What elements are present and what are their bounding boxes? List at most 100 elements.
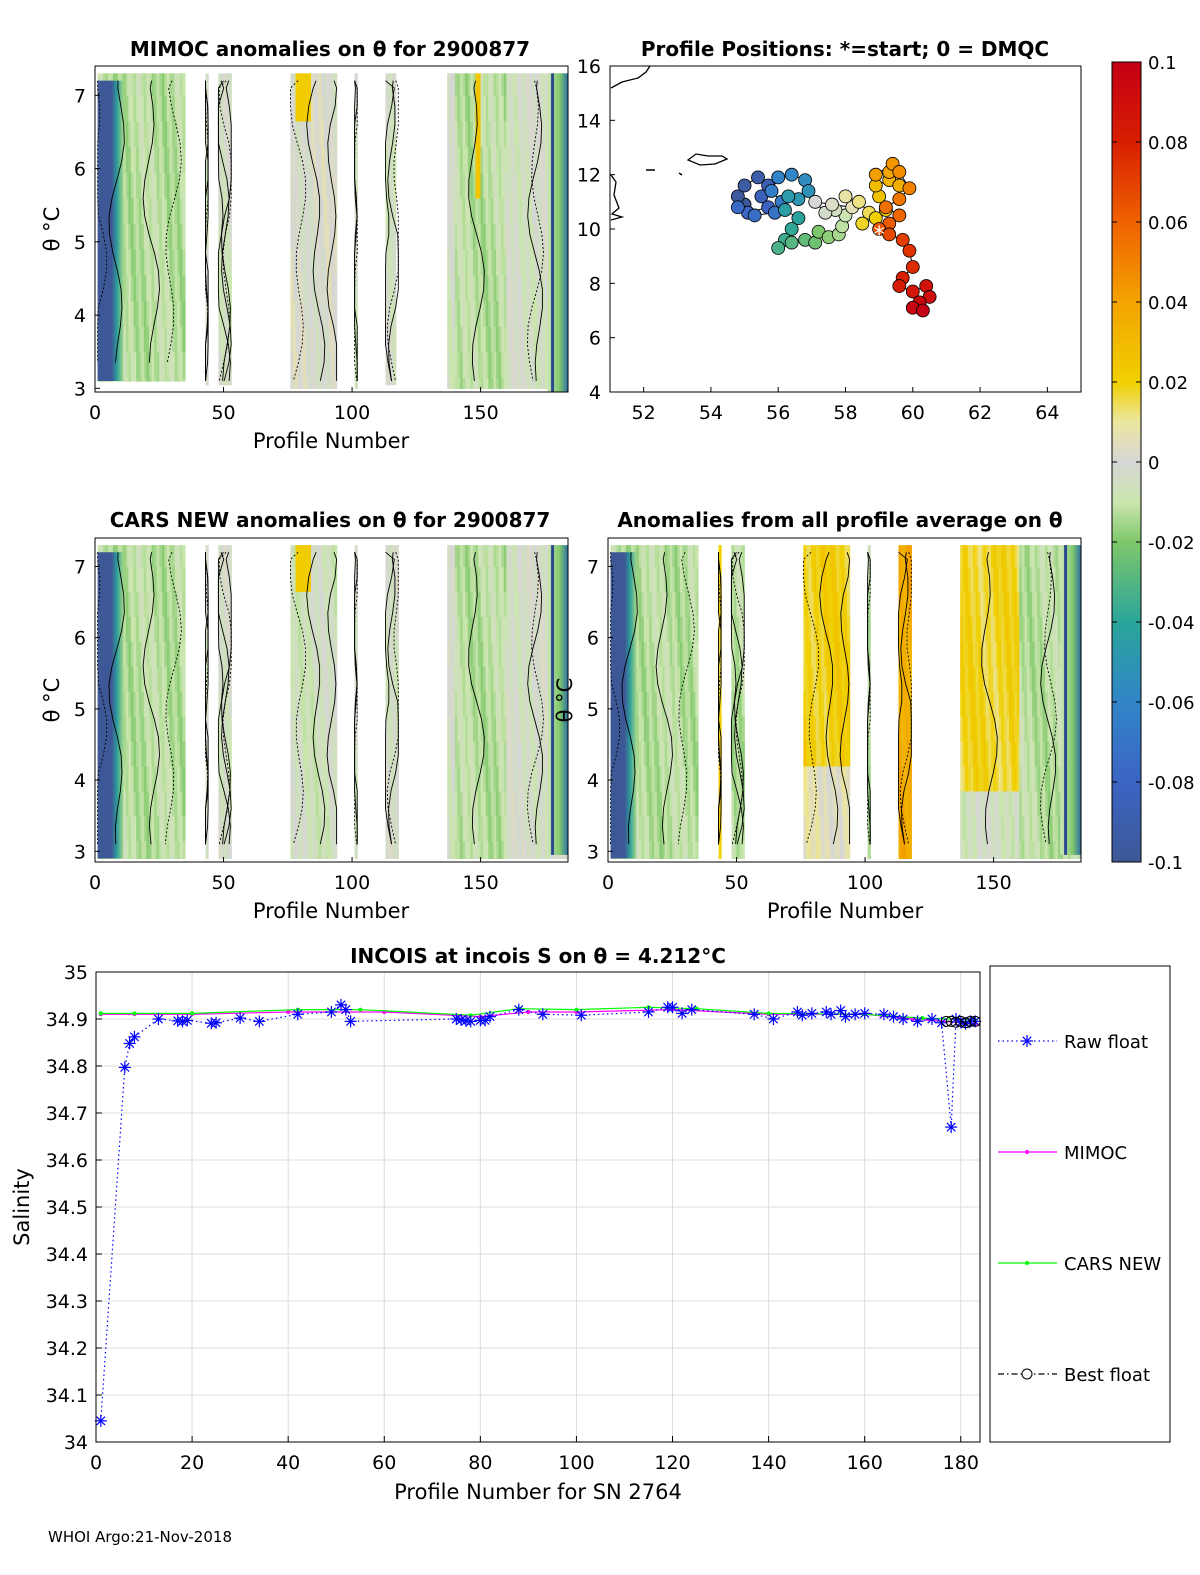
anomaly-cell [313,274,317,302]
anomaly-cell [506,351,510,378]
anomaly-cell [847,716,851,742]
anomaly-cell [1032,691,1036,717]
anomaly-cell [166,790,171,817]
anomaly-cell [1021,566,1026,593]
anomaly-cell [393,641,397,667]
contour-line [205,552,209,845]
anomaly-cell [223,326,227,353]
anomaly-cell [514,120,518,148]
anomaly-cell [537,566,541,593]
anomaly-cell [128,73,132,96]
anomaly-cell [290,790,294,817]
anomaly-cell [1021,840,1026,860]
anomaly-cell [182,566,186,593]
anomaly-cell [480,197,484,225]
anomaly-cell [823,566,828,593]
anomaly-cell [472,197,477,225]
anomaly-cell [695,691,699,717]
anomaly-cell [226,616,230,642]
anomaly-cell [290,326,294,353]
anomaly-cell [496,377,500,389]
anomaly-cell [133,616,137,642]
anomaly-cell [901,566,905,593]
anomaly-cell [141,377,145,382]
y-tick-label: 4 [74,305,86,327]
average-xlabel: Profile Number [767,899,924,923]
anomaly-cell [454,377,459,389]
anomaly-cell [161,249,166,276]
anomaly-cell [960,815,964,842]
anomaly-cell [816,691,820,717]
anomaly-cell [298,73,302,96]
anomaly-cell [508,197,513,225]
anomaly-cell [519,691,523,717]
anomaly-cell [326,666,330,692]
colorbar-tick-label: 0.08 [1148,133,1188,154]
anomaly-cell [1011,840,1015,860]
anomaly-cell [475,172,479,199]
anomaly-cell [679,545,684,568]
anomaly-cell [318,300,322,327]
anomaly-cell [498,274,502,302]
anomaly-cell [161,716,166,742]
anomaly-cell [514,249,518,276]
anomaly-cell [516,120,520,148]
anomaly-cell [506,95,510,122]
anomaly-cell [496,591,500,617]
anomaly-cell [996,641,1000,667]
anomaly-cell [903,616,907,642]
anomaly-cell [174,377,178,382]
anomaly-cell [393,377,397,386]
anomaly-cell [501,197,505,225]
anomaly-cell [467,120,471,148]
anomaly-cell [467,377,471,389]
anomaly-cell [539,641,543,667]
anomaly-cell [136,120,140,148]
anomaly-cell [980,666,984,692]
anomaly-cell [682,641,686,667]
anomaly-cell [847,591,851,617]
anomaly-cell [488,274,492,302]
contour-line [621,552,638,845]
anomaly-cell [308,377,312,389]
anomaly-cell [816,740,820,767]
anomaly-cell [483,616,487,642]
anomaly-cell [519,120,523,148]
anomaly-cell [506,840,510,860]
anomaly-cell [334,815,338,842]
anomaly-cell [514,616,518,642]
anomaly-cell [138,616,142,642]
anomaly-cell [205,197,209,225]
anomaly-cell [331,666,335,692]
anomaly-cell [220,765,225,792]
anomaly-cell [677,591,681,617]
anomaly-cell [172,120,176,148]
anomaly-cell [136,274,140,302]
profile-position-marker [892,279,907,293]
anomaly-cell [829,716,833,742]
contour-line [387,552,399,845]
right-edge-band [547,73,568,393]
anomaly-cell [172,740,176,767]
anomaly-cell [295,666,299,692]
anomaly-cell [182,840,186,860]
profile-position-marker [882,227,897,242]
anomaly-cell [962,790,966,817]
anomaly-cell [143,120,148,148]
anomaly-cell [151,326,155,353]
anomaly-cell [318,351,322,378]
anomaly-cell [544,545,549,568]
anomaly-cell [393,545,397,568]
colorbar-tick-label: 0.1 [1148,53,1177,74]
anomaly-cell [354,815,358,842]
anomaly-cell [1021,765,1026,792]
anomaly-cell [988,765,992,792]
anomaly-cell [903,815,907,842]
anomaly-cell [967,616,972,642]
anomaly-cell [141,740,145,767]
anomaly-cell [125,326,130,353]
anomaly-cell [667,740,671,767]
anomaly-cell [803,815,807,842]
anomaly-cell [385,377,389,386]
anomaly-cell [148,120,153,148]
